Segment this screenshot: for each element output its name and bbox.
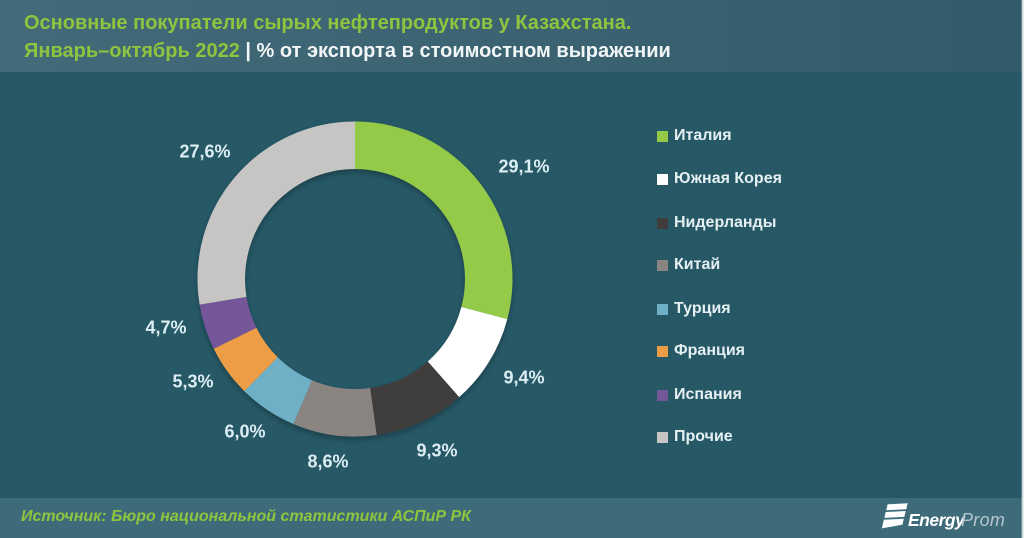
svg-text:Energy: Energy: [908, 510, 966, 530]
svg-text:Prom: Prom: [961, 510, 1005, 530]
